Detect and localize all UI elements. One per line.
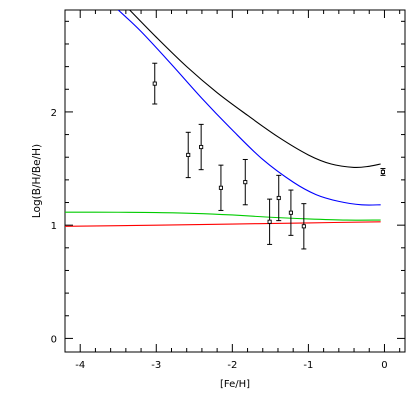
data-point-10 [380,168,386,176]
data-marker [218,185,223,190]
points-layer [152,62,386,250]
series-line-4 [65,221,381,227]
data-marker [152,81,157,86]
y-tick-label: 0 [51,334,57,345]
x-tick-label: 0 [381,360,387,371]
data-marker [276,195,281,201]
data-marker [380,169,385,174]
data-marker [186,152,191,158]
data-point-8 [288,189,294,236]
data-point-1 [152,62,158,105]
y-axis-label: Log(B/H/Be/H) [31,144,43,218]
series-line-2 [117,10,381,206]
x-tick-label: -1 [303,360,313,371]
x-axis-label: [Fe/H] [220,379,250,390]
data-point-4 [218,164,224,211]
data-point-9 [301,203,307,250]
data-point-7 [276,174,282,222]
series-line-1 [129,10,381,169]
data-marker [288,210,293,215]
plot-frame [64,9,406,353]
x-tick-label: -4 [75,360,85,371]
data-point-5 [242,158,248,206]
data-point-6 [267,198,273,245]
series-layer [65,10,381,227]
data-marker [243,180,248,185]
data-marker [301,224,306,229]
data-marker [199,144,204,150]
data-marker [267,219,272,224]
y-tick-label: 2 [51,108,57,119]
data-point-3 [198,123,204,171]
data-point-2 [185,131,191,179]
series-line-3 [65,211,381,221]
frame-layer [64,9,406,353]
x-tick-label: -3 [151,360,161,371]
ticks-layer: -4 -3 -2 -1 0 0 1 2 [51,10,405,371]
x-tick-label: -2 [227,360,237,371]
y-tick-label: 1 [51,221,57,232]
